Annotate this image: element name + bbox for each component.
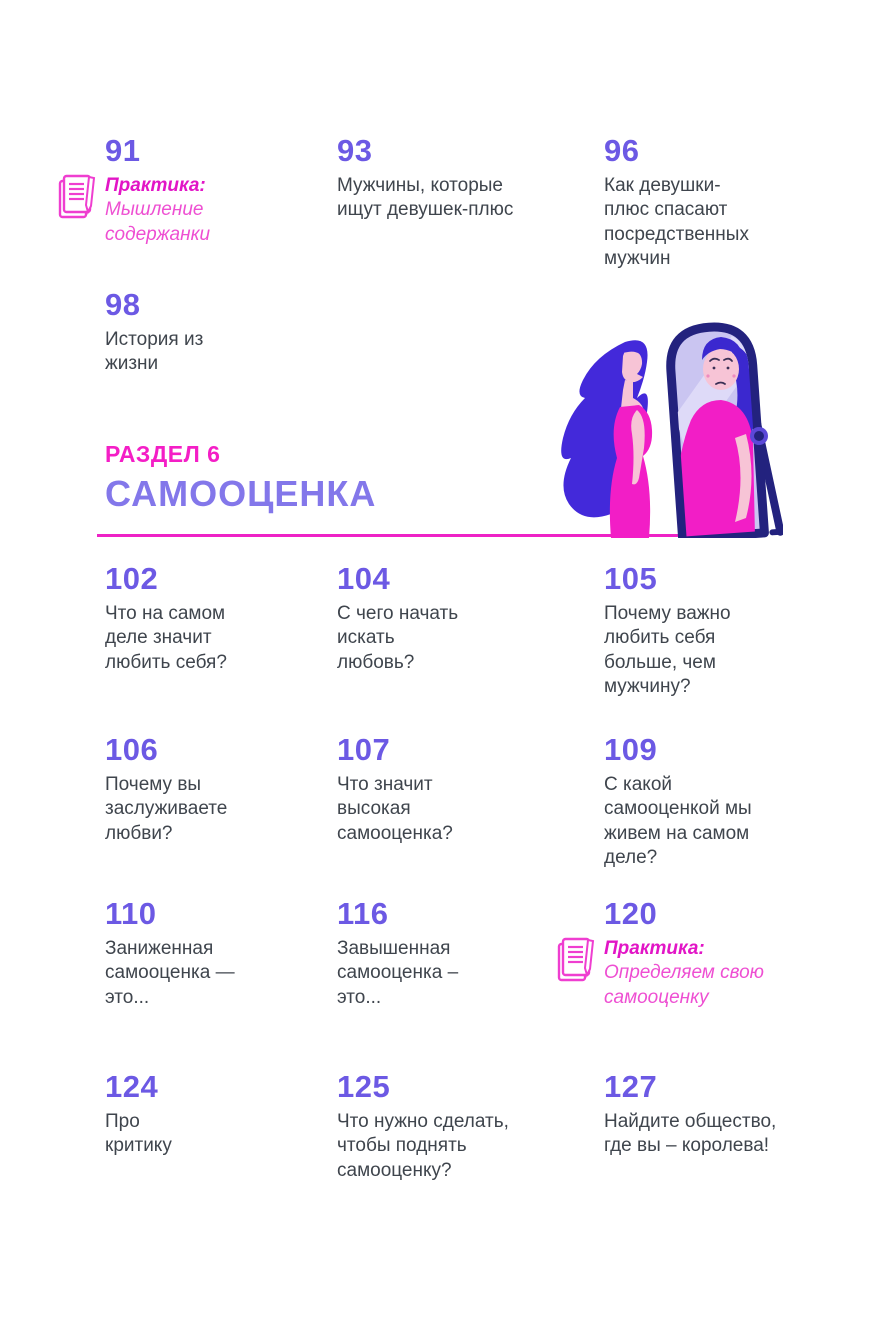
chapter-title: Мужчины, которые ищут девушек-плюс [337,175,514,221]
practice-notes-icon [57,172,99,222]
page-number: 96 [604,133,640,168]
chapter-title: Что на самом деле значит любить себя? [105,603,227,673]
chapter-title: Почему важно любить себя больше, чем муж… [604,603,731,698]
chapter-title: Заниженная самооценка — это... [105,938,235,1008]
chapter-title: Определяем свою самооценку [604,962,764,1008]
toc-entry-124[interactable]: 124 Про критику [105,1069,325,1159]
page-number: 104 [337,561,391,596]
chapter-title: Найдите общество, где вы – королева! [604,1111,777,1157]
chapter-title: Почему вы заслуживаете любви? [105,774,228,844]
toc-entry-104[interactable]: 104 С чего начать искать любовь? [337,561,592,675]
toc-entry-107[interactable]: 107 Что значит высокая самооценка? [337,732,592,846]
page-number: 109 [604,732,658,767]
chapter-title: Завышенная самооценка – это... [337,938,459,1008]
toc-entry-116[interactable]: 116 Завышенная самооценка – это... [337,896,592,1010]
page-number: 107 [337,732,391,767]
toc-entry-125[interactable]: 125 Что нужно сделать, чтобы поднять сам… [337,1069,592,1183]
section-label: РАЗДЕЛ 6 [105,441,221,467]
chapter-title: Про критику [105,1111,172,1157]
page-number: 93 [337,133,373,168]
chapter-title: Мышление содержанки [105,199,211,245]
section-title: САМООЦЕНКА [105,473,377,514]
toc-entry-96[interactable]: 96 Как девушки- плюс спасают посредствен… [604,133,882,271]
practice-notes-icon [556,935,598,985]
toc-entry-93[interactable]: 93 Мужчины, которые ищут девушек-плюс [337,133,592,223]
toc-entry-127[interactable]: 127 Найдите общество, где вы – королева! [604,1069,882,1159]
toc-entry-105[interactable]: 105 Почему важно любить себя больше, чем… [604,561,882,699]
toc-entry-91[interactable]: 91 Практика: Мышление содержанки [58,133,325,247]
toc-entry-98[interactable]: 98 История из жизни [105,287,325,377]
chapter-title: Как девушки- плюс спасают посредственных… [604,175,749,270]
page-number: 124 [105,1069,159,1104]
page-number: 110 [105,896,157,931]
chapter-title: История из жизни [105,329,204,375]
page-number: 120 [604,896,658,931]
chapter-title: С какой самооценкой мы живем на самом де… [604,774,752,869]
page-number: 116 [337,896,389,931]
woman-mirror-illustration [561,322,783,538]
page-number: 125 [337,1069,391,1104]
chapter-title: Что значит высокая самооценка? [337,774,453,844]
chapter-title: С чего начать искать любовь? [337,603,459,673]
toc-entry-106[interactable]: 106 Почему вы заслуживаете любви? [105,732,325,846]
toc-entry-120[interactable]: 120 Практика: Определяем свою самооценку [557,896,882,1010]
section-divider [97,534,762,537]
toc-entry-110[interactable]: 110 Заниженная самооценка — это... [105,896,325,1010]
page-number: 98 [105,287,141,322]
page-number: 91 [105,133,141,168]
page-number: 106 [105,732,159,767]
page-number: 105 [604,561,658,596]
toc-entry-102[interactable]: 102 Что на самом деле значит любить себя… [105,561,325,675]
chapter-title: Что нужно сделать, чтобы поднять самооце… [337,1111,509,1181]
practice-label: Практика: [604,938,705,960]
toc-entry-109[interactable]: 109 С какой самооценкой мы живем на само… [604,732,882,870]
practice-label: Практика: [105,175,206,197]
page-number: 127 [604,1069,658,1104]
section-header: РАЗДЕЛ 6 САМООЦЕНКА [105,441,376,515]
page-number: 102 [105,561,159,596]
